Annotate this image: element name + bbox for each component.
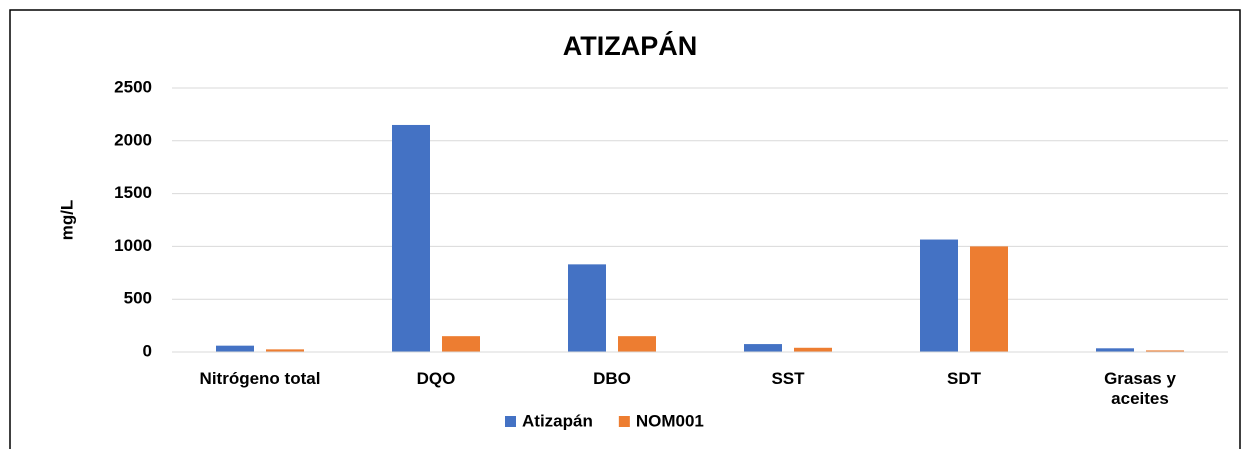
bar xyxy=(618,336,656,352)
bar xyxy=(1146,350,1184,352)
x-tick-label: DQO xyxy=(416,369,456,388)
bar xyxy=(568,264,606,352)
bar xyxy=(920,239,958,352)
bar xyxy=(216,345,254,352)
bar xyxy=(794,347,832,352)
legend-label: Atizapán xyxy=(522,411,593,430)
bar xyxy=(266,349,304,352)
x-tick-label: DBO xyxy=(593,369,631,388)
bar xyxy=(744,344,782,352)
x-tick-label: Nitrógeno total xyxy=(199,369,321,388)
y-tick-label: 1500 xyxy=(114,183,152,202)
legend-swatch xyxy=(618,416,630,427)
y-tick-label: 2500 xyxy=(114,77,152,96)
bar xyxy=(970,246,1008,352)
x-tick-label: SST xyxy=(771,369,805,388)
y-axis-label: mg/L xyxy=(57,200,76,241)
x-tick-label: Grasas y aceites xyxy=(1104,369,1176,408)
y-tick-label: 1000 xyxy=(114,236,152,255)
bar xyxy=(392,124,430,353)
bar xyxy=(442,336,480,352)
y-tick-label: 0 xyxy=(143,341,152,360)
chart-title: ATIZAPÁN xyxy=(563,30,698,61)
x-tick-label: SDT xyxy=(947,369,981,388)
y-tick-label: 500 xyxy=(124,289,152,308)
bar xyxy=(1096,348,1134,352)
legend-label: NOM001 xyxy=(636,411,704,430)
legend-swatch xyxy=(505,416,516,427)
y-tick-label: 2000 xyxy=(114,130,152,149)
chart-border xyxy=(9,9,1241,449)
